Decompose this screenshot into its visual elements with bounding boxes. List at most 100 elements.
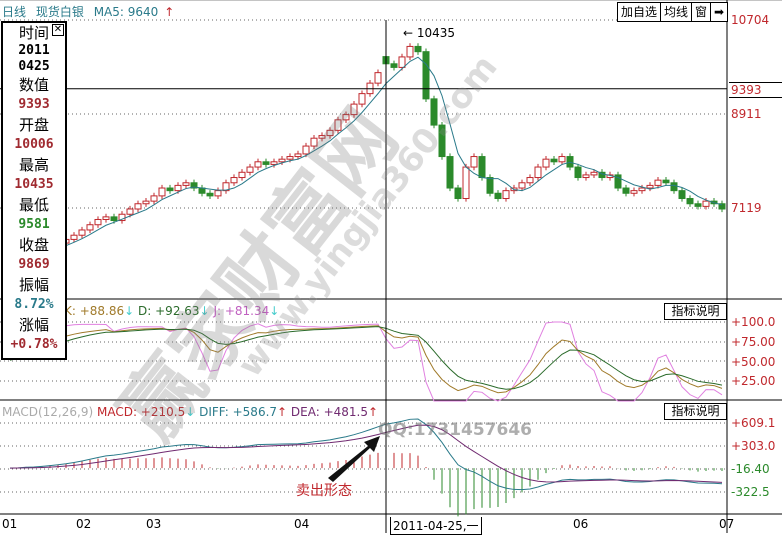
price-tick: 7119 [731, 201, 762, 215]
candle-body [446, 156, 454, 189]
candle-body [270, 161, 278, 165]
arrow-up-icon: ↑ [164, 5, 175, 19]
kdj-help-button[interactable]: 指标说明 [664, 303, 727, 320]
date-line1: 2011 [18, 43, 50, 58]
arrow-up-icon: ↑ [368, 405, 379, 419]
peak-label: ← 10435 [403, 26, 456, 40]
candle-body [662, 179, 670, 184]
candle-body [182, 182, 190, 186]
add-watchlist-button[interactable]: 加自选 [618, 3, 662, 21]
kdj-tick: +100.0 [731, 315, 776, 329]
candle-body [566, 156, 574, 168]
open-value: 10006 [14, 137, 54, 152]
candle-body [542, 158, 550, 168]
candle-body [310, 137, 318, 147]
candle-body [214, 190, 222, 197]
arrow-right-end-icon[interactable]: ➡ [714, 5, 725, 19]
candle-body [462, 166, 470, 200]
candle-body [526, 177, 534, 184]
candle-body [478, 156, 486, 179]
candle-body [86, 224, 94, 231]
candle-body [134, 203, 142, 210]
window-button[interactable]: 窗 [692, 3, 712, 21]
candle-body [414, 45, 422, 53]
candle-body [614, 174, 622, 189]
candle-body [694, 203, 702, 207]
period-label: 日线 [2, 5, 27, 19]
date-tick: 06 [573, 517, 589, 531]
candle-body [678, 190, 686, 200]
candle-body [574, 166, 582, 179]
kdj-j-value: J: +81.34 [213, 304, 270, 318]
candle-body [654, 179, 662, 186]
candle-body [206, 192, 214, 197]
arrow-up-icon: ↑ [277, 405, 288, 419]
macd-name: MACD(12,26,9) [2, 405, 94, 419]
macd-tick: -16.40 [731, 462, 770, 476]
ma5-line [41, 56, 723, 253]
candle-body [702, 200, 710, 207]
candle-body [374, 72, 382, 84]
candle-body [158, 187, 166, 197]
candle-body [278, 158, 286, 163]
candle-body [110, 216, 118, 222]
candle-body [166, 187, 174, 192]
dea-line [9, 424, 723, 483]
candle-body [686, 198, 694, 205]
candle-body [246, 166, 254, 173]
candle-body [350, 103, 358, 116]
symbol-label: 现货白银 [35, 5, 84, 19]
date-tick: 03 [146, 517, 162, 531]
candle-body [622, 187, 630, 194]
candle-body [126, 208, 134, 215]
candle-body [150, 195, 158, 202]
candle-body [262, 161, 270, 165]
candle-body [254, 161, 262, 168]
price-tick: 10704 [731, 13, 770, 27]
arrow-down-icon: ↓ [199, 304, 210, 318]
toolbar: 加自选 均线 窗 ➡ [617, 2, 729, 22]
candle-body [470, 156, 478, 168]
candle-body [302, 145, 310, 155]
price-tick: 8911 [731, 107, 762, 121]
candle-body [502, 190, 510, 200]
candle-body [406, 45, 414, 58]
diff-value: DIFF: +586.7 [199, 405, 278, 419]
candle-body [486, 177, 494, 194]
kdj-tick: +75.00 [731, 335, 776, 349]
kdj-header: K: +88.86↓ D: +92.63↓ J: +81.34↓ [64, 304, 279, 318]
moving-average-button[interactable]: 均线 [661, 3, 693, 21]
candle-body [326, 129, 334, 137]
candle-body [550, 158, 558, 163]
arrow-down-icon: ↓ [185, 405, 196, 419]
candle-body [454, 187, 462, 200]
kdj-d-line [9, 326, 723, 390]
date-tick: 01 [2, 517, 18, 531]
kdj-j-line [9, 321, 723, 402]
crosshair-price-label: 9393 [729, 82, 782, 98]
close-icon[interactable]: ✕ [52, 24, 64, 36]
candle-body [494, 192, 502, 200]
candle-body [198, 187, 206, 194]
ma5-label: MA5: 9640 ↑ [93, 5, 175, 19]
macd-help-button[interactable]: 指标说明 [664, 403, 727, 420]
candle-body [174, 184, 182, 192]
dea-value: DEA: +481.5 [290, 405, 369, 419]
candle-body [390, 63, 398, 68]
candle-body [590, 171, 598, 176]
info-panel: ✕ 时间 2011 0425 数值 9393 开盘 10006 最高 10435… [1, 21, 67, 360]
candle-body [430, 98, 438, 126]
arrow-icon [328, 436, 380, 482]
candle-body [718, 203, 726, 210]
candle-body [558, 156, 566, 163]
candle-body [670, 182, 678, 192]
candle-body [294, 153, 302, 158]
amplitude-label: 振幅 [18, 276, 49, 294]
candle-body [422, 51, 430, 100]
diff-line [9, 418, 723, 491]
candle-body [534, 166, 542, 179]
candle-body [438, 124, 446, 158]
candle-body [94, 218, 102, 226]
candle-body [646, 184, 654, 189]
